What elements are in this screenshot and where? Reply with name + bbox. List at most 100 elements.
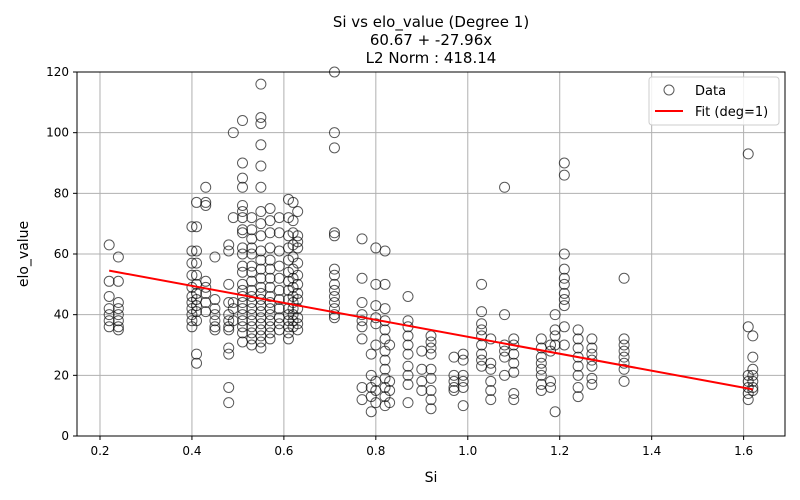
data-point — [273, 318, 285, 330]
data-point — [618, 363, 630, 375]
y-tick-label: 40 — [54, 308, 69, 322]
data-point — [499, 309, 511, 321]
data-point — [292, 206, 304, 218]
data-point — [255, 218, 267, 230]
data-point — [558, 300, 570, 312]
data-point — [292, 312, 304, 324]
data-point — [384, 385, 396, 396]
data-point — [237, 242, 249, 254]
data-point — [328, 142, 340, 154]
data-point — [264, 203, 276, 214]
data-point — [273, 324, 285, 336]
data-point — [356, 333, 368, 345]
data-point — [209, 324, 221, 336]
data-point — [255, 324, 267, 336]
data-point — [264, 242, 276, 254]
data-point — [549, 309, 561, 321]
data-point — [223, 245, 235, 257]
data-point — [586, 360, 598, 372]
data-point — [227, 315, 239, 327]
data-point — [103, 290, 115, 302]
data-point — [365, 348, 377, 360]
data-point — [747, 385, 759, 396]
data-point — [535, 357, 547, 369]
data-point — [255, 342, 267, 354]
title-line-3: L2 Norm : 418.14 — [366, 49, 497, 67]
data-point — [448, 375, 460, 387]
data-point — [209, 321, 221, 333]
data-point — [402, 330, 414, 342]
data-point — [223, 381, 235, 393]
data-point — [457, 348, 469, 360]
data-point — [572, 391, 584, 403]
data-point — [535, 378, 547, 390]
data-point — [402, 360, 414, 372]
data-point — [328, 303, 340, 315]
data-point — [558, 321, 570, 333]
data-point — [264, 272, 276, 284]
data-point — [237, 248, 249, 260]
data-point — [287, 196, 299, 208]
data-point — [402, 369, 414, 381]
data-point — [416, 375, 428, 387]
data-point — [237, 206, 249, 218]
data-point — [103, 303, 115, 315]
data-point — [402, 378, 414, 390]
data-point — [246, 333, 258, 345]
data-point — [476, 324, 488, 336]
data-point — [246, 297, 258, 309]
data-point — [191, 357, 203, 369]
data-point — [425, 363, 437, 375]
data-point — [264, 303, 276, 315]
data-point — [535, 369, 547, 381]
data-point — [273, 272, 285, 284]
data-point — [186, 245, 198, 257]
data-point — [223, 239, 235, 251]
data-point — [255, 139, 267, 151]
data-point — [223, 397, 235, 409]
data-point — [476, 278, 488, 290]
data-point — [416, 363, 428, 375]
data-point — [191, 348, 203, 360]
data-point — [370, 339, 382, 351]
x-tick-label: 1.0 — [458, 444, 477, 458]
data-point — [191, 221, 203, 233]
data-point — [264, 315, 276, 327]
data-point — [191, 287, 203, 299]
data-point — [237, 115, 249, 127]
y-tick-label: 80 — [54, 186, 69, 200]
x-tick-label: 0.2 — [90, 444, 109, 458]
data-point — [572, 360, 584, 372]
data-point — [200, 196, 212, 208]
data-point — [365, 406, 377, 418]
data-point — [237, 327, 249, 339]
data-point — [264, 215, 276, 227]
data-point — [457, 354, 469, 366]
data-point — [618, 333, 630, 345]
data-point — [549, 330, 561, 342]
x-tick-label: 0.8 — [366, 444, 385, 458]
data-point — [402, 397, 414, 409]
data-point — [255, 318, 267, 330]
data-point — [246, 303, 258, 315]
data-point — [328, 290, 340, 302]
data-point — [200, 199, 212, 211]
data-point — [292, 278, 304, 290]
data-point — [246, 327, 258, 339]
data-point — [328, 127, 340, 139]
data-point — [209, 251, 221, 263]
data-point — [485, 363, 497, 375]
data-point — [255, 118, 267, 130]
data-point — [499, 181, 511, 193]
data-point — [223, 278, 235, 290]
data-point — [255, 281, 267, 293]
legend-data-marker — [663, 84, 675, 96]
data-point — [237, 212, 249, 224]
data-point — [273, 303, 285, 315]
fit-line-group — [109, 269, 753, 391]
legend-box — [648, 76, 780, 126]
data-point — [618, 351, 630, 363]
data-point — [227, 212, 239, 224]
data-point — [223, 324, 235, 336]
